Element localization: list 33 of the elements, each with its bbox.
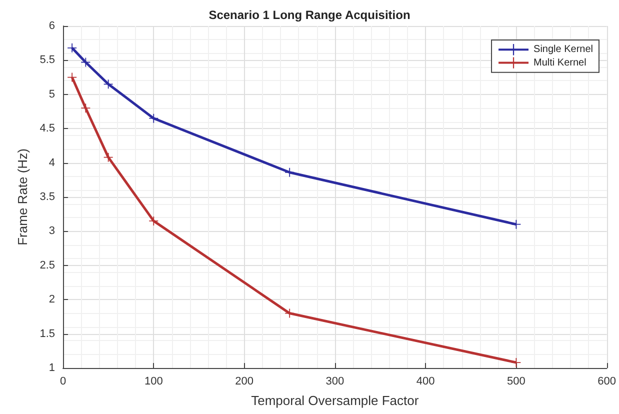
point	[81, 104, 90, 113]
y-tick-label: 1.5	[40, 328, 55, 340]
y-tick-label: 2	[48, 294, 55, 306]
point	[512, 220, 521, 229]
y-tick-label: 3.5	[40, 191, 55, 203]
legend-label: Multi Kernel	[534, 57, 586, 68]
y-tick-label: 5	[48, 88, 55, 100]
x-tick-label: 400	[416, 376, 435, 388]
point	[104, 152, 113, 162]
y-tick-label: 2.5	[40, 259, 55, 272]
y-axis-title: Frame Rate (Hz)	[14, 148, 30, 246]
y-tick-label: 1	[48, 362, 55, 374]
x-tick-label: 200	[235, 376, 254, 388]
legend-label: Single Kernel	[534, 44, 593, 56]
point	[285, 168, 294, 177]
y-tick-label: 6	[48, 20, 55, 32]
y-tick-label: 3	[48, 225, 55, 238]
point	[149, 216, 158, 226]
x-tick-label: 300	[326, 376, 344, 388]
x-tick-label: 0	[60, 376, 66, 388]
x-axis-title: Temporal Oversample Factor	[251, 393, 420, 408]
y-tick-label: 4.5	[40, 122, 55, 135]
point	[512, 358, 521, 368]
x-tick-label: 100	[144, 376, 163, 388]
x-tick-label: 500	[507, 376, 526, 388]
chart-title: Scenario 1 Long Range Acquisition	[208, 8, 410, 22]
point	[149, 114, 158, 123]
x-tick-label: 600	[598, 376, 616, 388]
point	[68, 72, 77, 82]
point	[104, 80, 113, 89]
y-tick-label: 5.5	[40, 54, 55, 66]
y-tick-label: 4	[48, 156, 55, 169]
point	[68, 43, 77, 52]
